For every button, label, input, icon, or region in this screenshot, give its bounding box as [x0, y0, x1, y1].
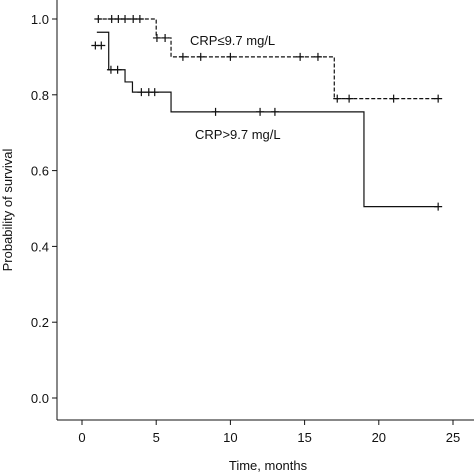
censor-mark — [135, 15, 144, 23]
censor-mark — [106, 65, 115, 74]
censor-mark — [345, 94, 354, 103]
censor-mark — [434, 202, 443, 211]
censor-mark — [211, 107, 220, 116]
y-tick-label: 1.0 — [31, 12, 49, 27]
y-tick-label: 0.8 — [31, 88, 49, 103]
censor-mark — [226, 52, 235, 61]
censor-mark — [333, 94, 342, 103]
series-label: CRP≤9.7 mg/L — [190, 33, 275, 48]
x-axis-label: Time, months — [229, 458, 308, 473]
y-tick-label: 0.2 — [31, 315, 49, 330]
censor-mark — [107, 15, 116, 23]
censor-mark — [161, 33, 170, 42]
x-tick-label: 10 — [223, 430, 237, 445]
x-tick-label: 25 — [446, 430, 460, 445]
y-axis-label: Probability of survival — [0, 148, 15, 271]
survival-curve — [96, 31, 439, 208]
censor-mark — [121, 15, 130, 23]
censor-mark — [97, 41, 106, 50]
censor-mark — [178, 52, 187, 61]
censor-mark — [114, 15, 123, 23]
y-tick-label: 0.0 — [31, 391, 49, 406]
y-tick-label: 0.4 — [31, 239, 49, 254]
censor-mark — [296, 52, 305, 61]
series-label: CRP>9.7 mg/L — [195, 127, 281, 142]
x-tick-label: 0 — [78, 430, 85, 445]
censor-mark — [434, 94, 443, 103]
censor-mark — [313, 52, 322, 61]
censor-mark — [270, 107, 279, 116]
censor-mark — [150, 88, 159, 97]
censor-mark — [113, 65, 122, 74]
censor-mark — [129, 15, 138, 23]
x-tick-label: 15 — [297, 430, 311, 445]
censor-mark — [137, 88, 146, 97]
censor-mark — [94, 15, 103, 23]
censor-mark — [389, 94, 398, 103]
censor-mark — [256, 107, 265, 116]
y-tick-label: 0.6 — [31, 164, 49, 179]
x-tick-label: 20 — [372, 430, 386, 445]
censor-mark — [152, 33, 161, 42]
x-tick-label: 5 — [153, 430, 160, 445]
survival-curve — [96, 18, 439, 100]
censor-mark — [196, 52, 205, 61]
